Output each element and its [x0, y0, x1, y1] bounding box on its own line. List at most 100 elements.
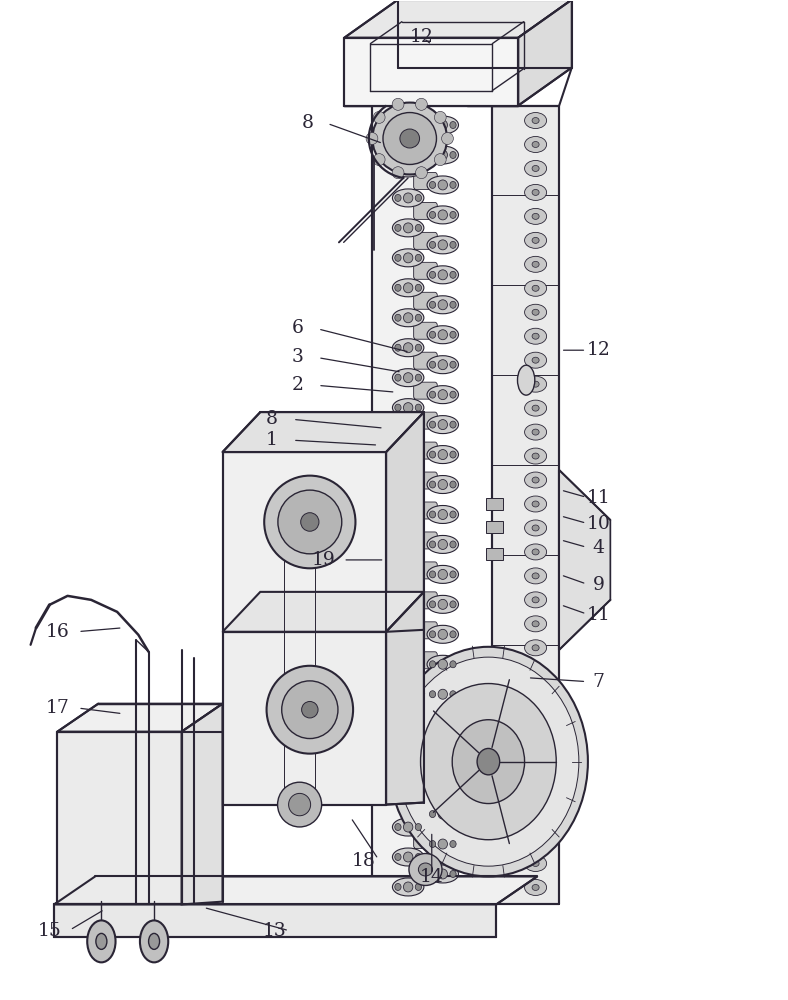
Ellipse shape	[477, 748, 500, 775]
Ellipse shape	[427, 655, 459, 673]
Ellipse shape	[427, 505, 459, 523]
Ellipse shape	[427, 835, 459, 853]
Polygon shape	[222, 412, 424, 452]
Ellipse shape	[438, 390, 448, 400]
Ellipse shape	[392, 429, 424, 447]
Ellipse shape	[525, 640, 547, 656]
Ellipse shape	[395, 314, 401, 321]
Ellipse shape	[392, 189, 424, 207]
Ellipse shape	[427, 176, 459, 194]
Ellipse shape	[450, 151, 456, 158]
Ellipse shape	[427, 565, 459, 583]
Ellipse shape	[532, 573, 539, 579]
Ellipse shape	[392, 548, 424, 566]
Ellipse shape	[392, 788, 424, 806]
Polygon shape	[222, 632, 386, 805]
Text: 10: 10	[586, 515, 611, 533]
Ellipse shape	[373, 103, 447, 174]
Text: 8: 8	[266, 410, 278, 428]
Ellipse shape	[415, 824, 422, 831]
Ellipse shape	[392, 758, 424, 776]
Ellipse shape	[96, 933, 107, 949]
Ellipse shape	[429, 181, 436, 188]
FancyBboxPatch shape	[414, 742, 437, 759]
Ellipse shape	[532, 860, 539, 866]
Ellipse shape	[438, 839, 448, 849]
Ellipse shape	[415, 194, 422, 201]
Ellipse shape	[525, 712, 547, 728]
Ellipse shape	[427, 805, 459, 823]
Ellipse shape	[450, 391, 456, 398]
Ellipse shape	[525, 496, 547, 512]
Ellipse shape	[395, 674, 401, 681]
Ellipse shape	[532, 621, 539, 627]
Ellipse shape	[525, 304, 547, 320]
Ellipse shape	[403, 493, 413, 502]
Ellipse shape	[532, 645, 539, 651]
Ellipse shape	[438, 450, 448, 460]
Ellipse shape	[403, 463, 413, 473]
Ellipse shape	[415, 614, 422, 621]
Ellipse shape	[415, 704, 422, 711]
Ellipse shape	[427, 266, 459, 284]
Ellipse shape	[429, 571, 436, 578]
Ellipse shape	[532, 333, 539, 339]
Polygon shape	[54, 876, 537, 904]
Ellipse shape	[450, 781, 456, 788]
Polygon shape	[222, 452, 386, 632]
FancyBboxPatch shape	[414, 232, 437, 249]
Ellipse shape	[429, 721, 436, 728]
Ellipse shape	[392, 608, 424, 626]
Ellipse shape	[438, 270, 448, 280]
Ellipse shape	[392, 369, 424, 387]
FancyBboxPatch shape	[414, 472, 437, 489]
Ellipse shape	[450, 661, 456, 668]
Ellipse shape	[427, 146, 459, 164]
Ellipse shape	[525, 208, 547, 224]
Polygon shape	[559, 470, 611, 650]
Ellipse shape	[398, 657, 579, 866]
Ellipse shape	[403, 253, 413, 263]
Ellipse shape	[532, 213, 539, 219]
FancyBboxPatch shape	[414, 262, 437, 279]
Ellipse shape	[415, 524, 422, 531]
Text: 12: 12	[410, 28, 433, 46]
FancyBboxPatch shape	[414, 442, 437, 459]
Ellipse shape	[395, 464, 401, 471]
Ellipse shape	[415, 674, 422, 681]
Ellipse shape	[450, 751, 456, 758]
Ellipse shape	[392, 518, 424, 536]
Ellipse shape	[415, 254, 422, 261]
Ellipse shape	[532, 261, 539, 267]
Ellipse shape	[415, 554, 422, 561]
Ellipse shape	[415, 98, 427, 110]
Ellipse shape	[415, 434, 422, 441]
Ellipse shape	[392, 399, 424, 417]
FancyBboxPatch shape	[414, 502, 437, 519]
FancyBboxPatch shape	[414, 172, 437, 189]
Ellipse shape	[525, 520, 547, 536]
Ellipse shape	[392, 219, 424, 237]
Text: 8: 8	[302, 114, 314, 132]
Ellipse shape	[403, 582, 413, 592]
Ellipse shape	[395, 494, 401, 501]
Ellipse shape	[429, 122, 436, 129]
Ellipse shape	[429, 870, 436, 877]
Text: 9: 9	[593, 576, 604, 594]
Polygon shape	[58, 704, 222, 732]
Ellipse shape	[403, 433, 413, 443]
Ellipse shape	[438, 629, 448, 639]
Ellipse shape	[427, 236, 459, 254]
FancyBboxPatch shape	[414, 592, 437, 609]
Ellipse shape	[450, 601, 456, 608]
Ellipse shape	[429, 751, 436, 758]
Ellipse shape	[450, 181, 456, 188]
Ellipse shape	[395, 554, 401, 561]
Ellipse shape	[392, 638, 424, 656]
FancyBboxPatch shape	[414, 652, 437, 669]
Ellipse shape	[415, 167, 427, 179]
Ellipse shape	[525, 472, 547, 488]
Ellipse shape	[438, 749, 448, 759]
Ellipse shape	[532, 285, 539, 291]
Text: 16: 16	[46, 623, 69, 641]
